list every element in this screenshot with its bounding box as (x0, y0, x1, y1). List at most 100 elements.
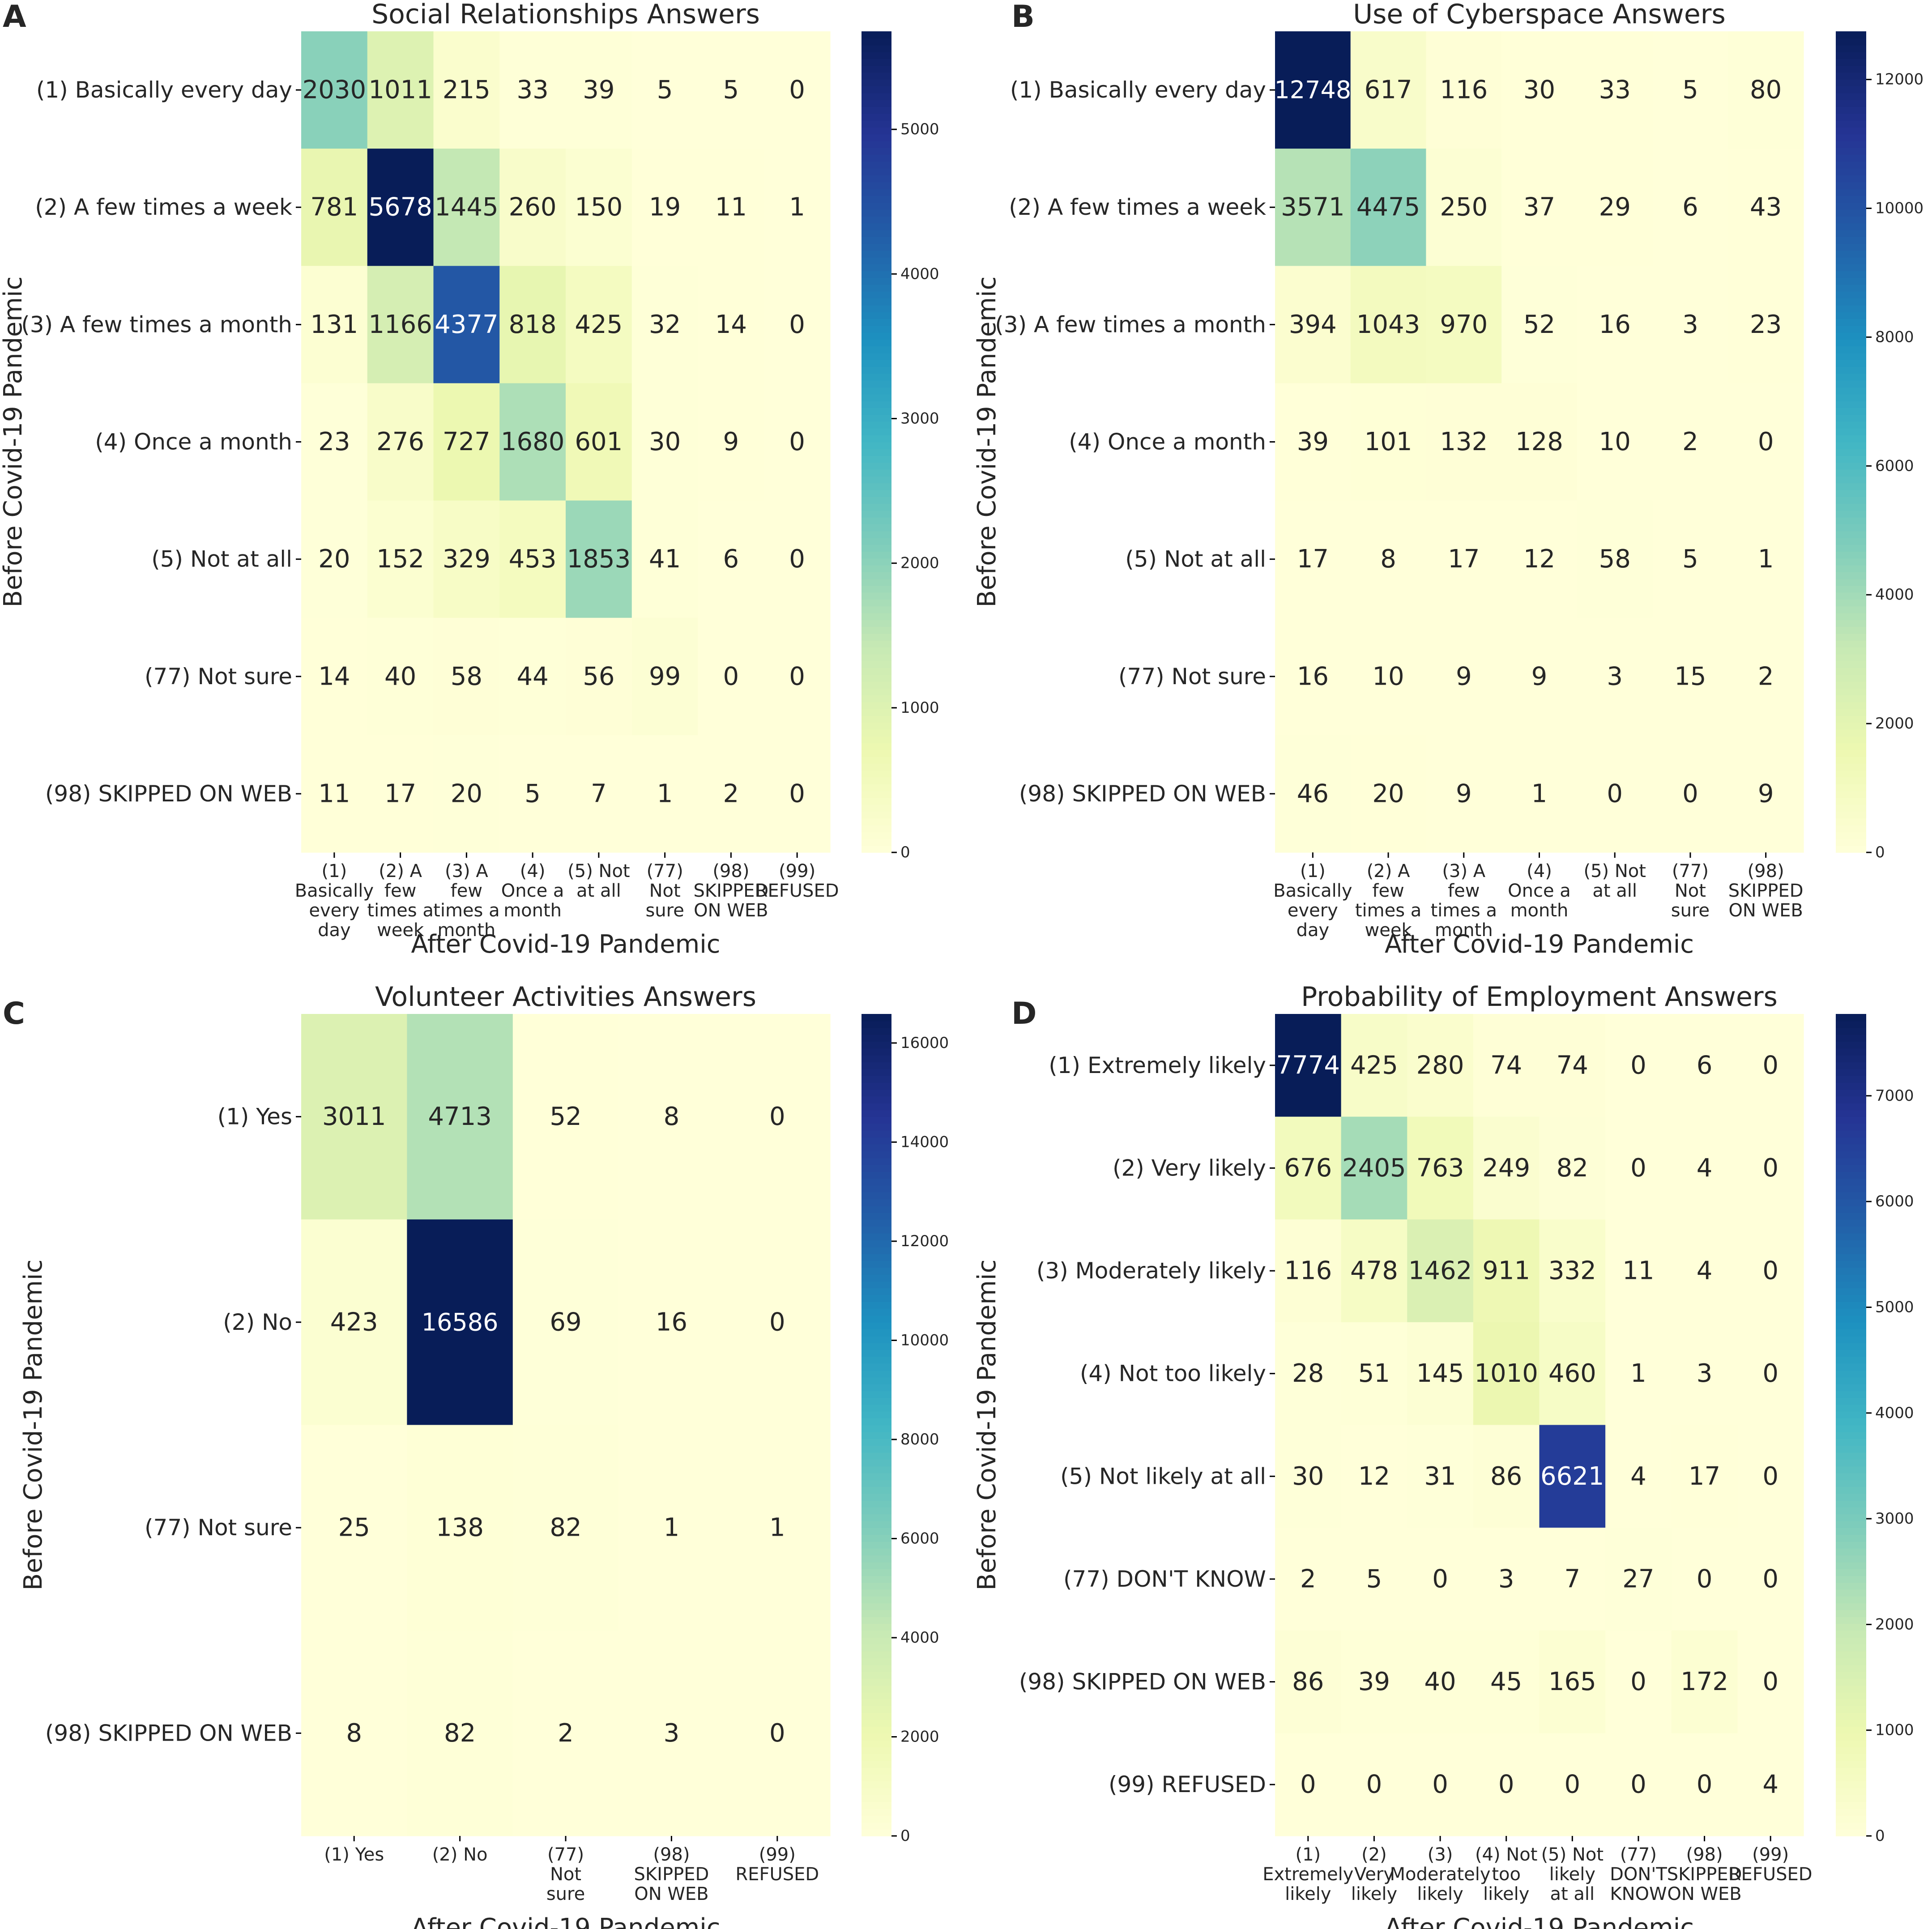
colorbar-band (1836, 832, 1866, 839)
x-tick-label: at all (576, 881, 621, 901)
x-tick-label: month (1435, 920, 1493, 941)
heatmap-cell (1539, 1425, 1606, 1528)
y-tick-label: (77) DON'T KNOW (1063, 1566, 1266, 1592)
heatmap-cell (1737, 1630, 1804, 1733)
colorbar-band (1836, 38, 1866, 46)
cell-value: 33 (1599, 76, 1631, 105)
heatmap-cell (1473, 1322, 1540, 1426)
x-tick-label: month (1510, 900, 1569, 921)
colorbar-band (1836, 196, 1866, 203)
x-axis-label: After Covid-19 Pandemic (411, 1913, 720, 1929)
heatmap-cell (1501, 266, 1578, 384)
cell-value: 56 (583, 662, 614, 691)
cell-value: 0 (789, 310, 805, 339)
colorbar-band (1836, 1411, 1866, 1418)
heatmap-cell (1577, 383, 1653, 501)
colorbar-band (862, 1130, 891, 1138)
colorbar-band (862, 811, 891, 819)
colorbar-band (862, 1726, 891, 1734)
colorbar-band (1836, 1199, 1866, 1206)
heatmap-cell (512, 1425, 619, 1631)
colorbar-band (1836, 1651, 1866, 1658)
colorbar-band (1836, 681, 1866, 689)
heatmap-cell (301, 1219, 407, 1426)
cell-value: 0 (1762, 1564, 1778, 1593)
colorbar-band (862, 59, 891, 66)
colorbar-band (1836, 223, 1866, 230)
cell-value: 0 (1366, 1770, 1382, 1799)
cell-value: 82 (444, 1719, 476, 1748)
cell-value: 215 (443, 76, 490, 105)
x-tick-label: week (1365, 920, 1412, 941)
colorbar-band (1836, 394, 1866, 401)
cell-value: 7774 (1276, 1051, 1340, 1080)
x-tick-label: KNOW (1610, 1884, 1667, 1904)
colorbar-band (862, 127, 891, 135)
colorbar-band (862, 353, 891, 360)
colorbar-band (862, 791, 891, 798)
cell-value: 2405 (1342, 1154, 1406, 1183)
colorbar-band (1836, 1514, 1866, 1521)
cell-value: 727 (443, 427, 490, 456)
panel-letter: D (1011, 996, 1036, 1031)
heatmap-cell (367, 383, 434, 501)
cell-value: 17 (1689, 1462, 1720, 1491)
colorbar-band (862, 1021, 891, 1028)
heatmap-cell (1473, 1630, 1540, 1733)
colorbar-band (1836, 763, 1866, 771)
colorbar-band (1836, 804, 1866, 812)
colorbar-band (862, 517, 891, 524)
heatmap-cell (618, 1630, 725, 1836)
colorbar-band (1836, 839, 1866, 846)
colorbar-band (862, 1267, 891, 1275)
x-tick-label: sure (645, 900, 684, 921)
colorbar-band (862, 702, 891, 709)
colorbar-band (1836, 1151, 1866, 1158)
heatmap-cell (1341, 1116, 1407, 1220)
colorbar-band (862, 250, 891, 258)
cell-value: 9 (1531, 662, 1548, 691)
colorbar-band (1836, 243, 1866, 251)
x-tick-label: (77) (1672, 861, 1709, 881)
heatmap-cell (1275, 1733, 1342, 1836)
x-tick-label: every (309, 900, 359, 921)
cell-value: 970 (1440, 310, 1488, 339)
colorbar-band (1836, 1171, 1866, 1179)
cell-value: 30 (1523, 76, 1555, 105)
heatmap-cell (1350, 149, 1427, 266)
colorbar-band (862, 797, 891, 805)
colorbar-band (862, 818, 891, 826)
colorbar-band (1836, 1657, 1866, 1665)
colorbar-band (1836, 825, 1866, 832)
x-tick-label: (4) (520, 861, 546, 881)
cell-value: 86 (1490, 1462, 1522, 1491)
colorbar-band (862, 1760, 891, 1768)
colorbar-band (862, 387, 891, 395)
x-tick-label: Not (1675, 881, 1706, 901)
colorbar-band (1836, 1322, 1866, 1329)
colorbar-band (862, 113, 891, 121)
x-tick-label: (98) (712, 861, 749, 881)
colorbar-band (862, 1350, 891, 1357)
colorbar-band (1836, 715, 1866, 723)
x-tick-label: Moderately (1390, 1864, 1491, 1885)
cell-value: 39 (1358, 1667, 1390, 1696)
heatmap-cell (618, 1425, 725, 1631)
heatmap-cell (433, 383, 500, 501)
cell-value: 12 (1358, 1462, 1390, 1491)
colorbar-band (862, 729, 891, 737)
colorbar-band (862, 476, 891, 484)
heatmap-cell (764, 383, 831, 501)
cell-value: 0 (1630, 1667, 1646, 1696)
heatmap-cell (433, 500, 500, 618)
colorbar-band (1836, 1767, 1866, 1775)
x-tick-label: at all (1592, 881, 1637, 901)
heatmap-cell (1737, 1425, 1804, 1528)
cell-value: 3 (1607, 662, 1623, 691)
colorbar-band (1836, 1185, 1866, 1192)
colorbar-band (1836, 311, 1866, 319)
heatmap-cell (631, 266, 699, 384)
cell-value: 4 (1630, 1462, 1646, 1491)
